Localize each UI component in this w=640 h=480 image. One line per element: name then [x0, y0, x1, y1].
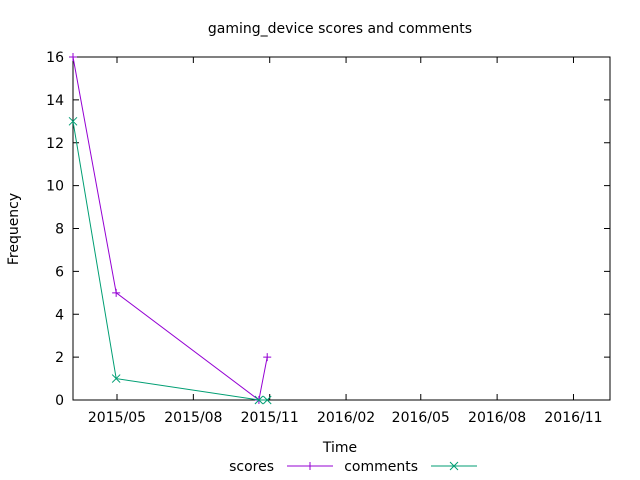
legend-label: scores [229, 459, 274, 475]
x-tick-label: 2015/05 [88, 410, 146, 426]
series-comments [68, 116, 272, 405]
data-point-comments [262, 395, 272, 405]
legend: scores comments [229, 459, 477, 475]
data-point-comments [254, 395, 264, 405]
y-axis: 0 2 4 6 8 10 12 14 16 [46, 50, 610, 409]
y-tick-label: 4 [55, 307, 64, 323]
x-tick-label: 2015/11 [241, 410, 299, 426]
chart-title: gaming_device scores and comments [208, 21, 472, 37]
data-point-scores [263, 353, 272, 362]
series-line-scores [72, 56, 268, 401]
plot-frame [72, 56, 611, 401]
y-tick-label: 2 [55, 350, 64, 366]
legend-marker [449, 461, 459, 471]
data-point-scores [112, 288, 121, 297]
y-tick-label: 14 [46, 93, 64, 109]
series-layer [68, 53, 272, 405]
x-axis-label: Time [322, 440, 357, 456]
x-tick-label: 2016/05 [392, 410, 450, 426]
legend-item-comments: comments [344, 459, 477, 475]
y-tick-label: 8 [55, 222, 64, 238]
legend-item-scores: scores [229, 459, 333, 475]
x-axis: 2015/05 2015/08 2015/11 2016/02 2016/05 2016/… [88, 57, 603, 426]
y-axis-label: Frequency [6, 193, 22, 265]
x-tick-label: 2015/08 [164, 410, 222, 426]
y-tick-label: 16 [46, 50, 64, 66]
data-point-scores [69, 53, 77, 61]
y-tick-label: 10 [46, 179, 64, 195]
y-tick-label: 0 [55, 393, 64, 409]
legend-marker [306, 462, 314, 470]
data-point-comments [111, 374, 121, 383]
x-tick-label: 2016/02 [317, 410, 375, 426]
x-tick-label: 2016/11 [544, 410, 602, 426]
series-scores [69, 53, 272, 404]
legend-label: comments [344, 459, 418, 475]
y-tick-label: 6 [55, 264, 64, 280]
data-point-comments [68, 116, 78, 126]
x-tick-label: 2016/08 [468, 410, 526, 426]
series-line-comments [72, 121, 268, 401]
y-tick-label: 12 [46, 136, 64, 152]
